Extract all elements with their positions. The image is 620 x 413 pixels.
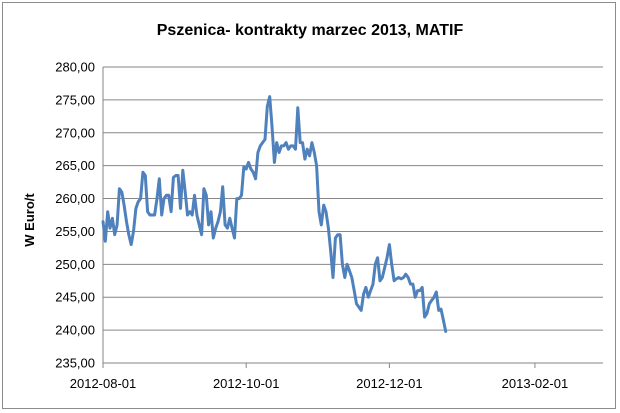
series-line <box>101 95 448 333</box>
x-tick-label: 2012-10-01 <box>213 376 280 391</box>
x-tick-label: 2013-02-01 <box>502 376 569 391</box>
chart-title: Pszenica- kontrakty marzec 2013, MATIF <box>157 22 464 39</box>
y-tick-label: 270,00 <box>55 125 95 140</box>
y-tick-label: 260,00 <box>55 191 95 206</box>
chart-frame <box>2 2 616 409</box>
y-tick-label: 245,00 <box>55 290 95 305</box>
x-tick-label: 2012-08-01 <box>70 376 137 391</box>
grid-lines <box>103 66 603 331</box>
y-tick-label: 235,00 <box>55 356 95 371</box>
y-tick-label: 265,00 <box>55 158 95 173</box>
y-axis-label: W Euro/t <box>22 193 37 247</box>
tick-labels: 235,00 240,00 245,00 250,00 255,00 260,00 265,… <box>55 60 568 392</box>
x-tick-label: 2012-12-01 <box>356 376 423 391</box>
y-tick-label: 250,00 <box>55 257 95 272</box>
y-tick-label: 275,00 <box>55 92 95 107</box>
y-tick-label: 280,00 <box>55 60 95 75</box>
axes <box>102 67 603 368</box>
y-tick-label: 240,00 <box>55 323 95 338</box>
series-layer <box>101 95 448 333</box>
y-tick-label: 255,00 <box>55 224 95 239</box>
